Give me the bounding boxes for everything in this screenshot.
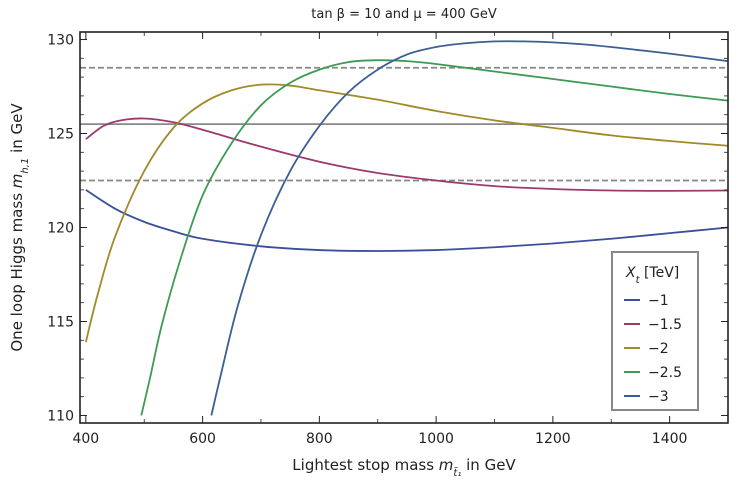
chart-title: tan β = 10 and μ = 400 GeV (311, 7, 497, 22)
y-tick-label-2: 120 (47, 221, 74, 237)
legend-label-3: −2.5 (648, 365, 682, 381)
series-line-2 (84, 83, 728, 343)
legend-label-0: −1 (648, 293, 669, 309)
series-line-3 (140, 59, 728, 416)
x-tick-label-2: 800 (306, 431, 333, 447)
legend: Xt [TeV] −1 −1.5 −2 −2.5 −3 (611, 251, 699, 411)
legend-box (611, 251, 699, 411)
x-tick-label-4: 1200 (535, 431, 571, 447)
y-tick-label-1: 115 (47, 314, 74, 330)
series-line-0 (85, 189, 728, 252)
y-tick-label-0: 110 (47, 408, 74, 424)
x-tick-label-1: 600 (189, 431, 216, 447)
x-tick-label-5: 1400 (652, 431, 688, 447)
y-axis-label: One loop Higgs mass mh,1 in GeV (8, 103, 31, 352)
series-line-1 (85, 117, 728, 192)
x-axis-label: Lightest stop mass mt̃₁ in GeV (292, 456, 516, 478)
y-tick-label-3: 125 (47, 127, 74, 143)
series-line-4 (210, 40, 728, 416)
x-tick-label-3: 1000 (418, 431, 454, 447)
legend-label-1: −1.5 (648, 317, 682, 333)
legend-title: Xt [TeV] (625, 265, 679, 286)
x-tick-label-0: 400 (72, 431, 99, 447)
y-tick-label-4: 130 (47, 33, 74, 49)
legend-label-2: −2 (648, 341, 669, 357)
legend-label-4: −3 (648, 389, 669, 405)
